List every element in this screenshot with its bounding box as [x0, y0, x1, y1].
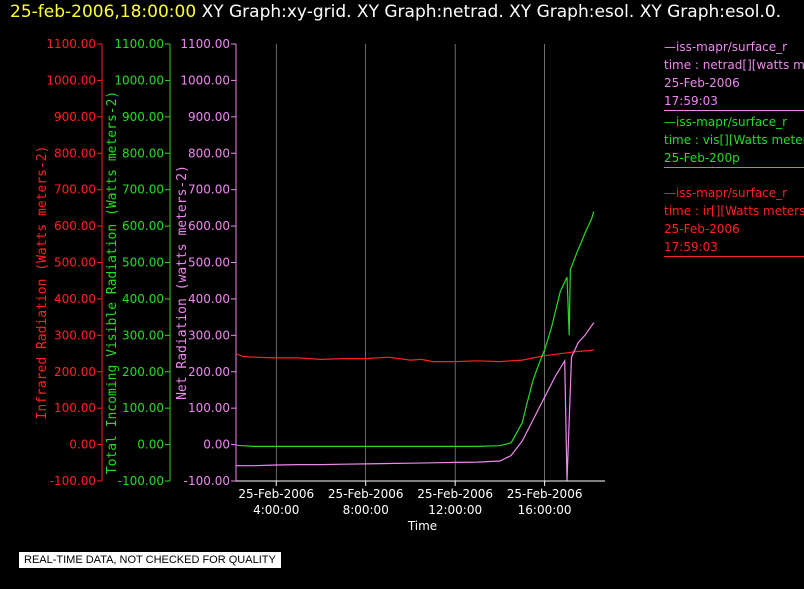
- x-tick-time: 8:00:00: [343, 503, 389, 517]
- legend-entry-vis: —iss-mapr/surface_r time : vis[][Watts m…: [664, 113, 804, 168]
- y-tick-label-vis: 0.00: [137, 438, 164, 452]
- legend-ir-time: 17:59:03: [664, 240, 718, 254]
- x-tick-date: 25-Feb-2006: [238, 487, 314, 501]
- y-tick-label-net: 800.00: [188, 146, 230, 160]
- y-tick-label-ir: 400.00: [54, 292, 96, 306]
- y-tick-label-net: 300.00: [188, 328, 230, 342]
- series-line-net: [236, 322, 595, 482]
- legend-vis-date: 25-Feb-200p: [664, 151, 740, 165]
- legend: —iss-mapr/surface_r time : netrad[][watt…: [664, 38, 804, 257]
- y-tick-label-vis: 900.00: [122, 110, 164, 124]
- timestamp: 25-feb-2006,18:00:00: [10, 2, 197, 22]
- y-axis-label-ir: Infrared Radiation (Watts meters-2): [35, 146, 50, 420]
- y-tick-label-vis: 200.00: [122, 365, 164, 379]
- legend-separator-net: [664, 110, 804, 111]
- x-tick-time: 12:00:00: [428, 503, 482, 517]
- legend-ir-date: 25-Feb-2006: [664, 222, 740, 236]
- y-tick-label-vis: 600.00: [122, 219, 164, 233]
- legend-separator-vis: [664, 167, 804, 168]
- legend-net-time: 17:59:03: [664, 94, 718, 108]
- y-tick-label-ir: 1000.00: [46, 73, 96, 87]
- y-tick-label-net: 200.00: [188, 365, 230, 379]
- legend-ir-variable: time : ir[][Watts meters: [664, 204, 804, 218]
- legend-separator-ir: [664, 256, 804, 257]
- y-axis-label-vis: Total Incoming Visible Radiation (Watts …: [105, 91, 120, 475]
- x-axis-label: Time: [407, 519, 437, 533]
- y-tick-label-net: 400.00: [188, 292, 230, 306]
- y-tick-label-vis: 800.00: [122, 146, 164, 160]
- legend-entry-ir: —iss-mapr/surface_r time : ir[][Watts me…: [664, 184, 804, 257]
- series-line-vis: [235, 211, 595, 447]
- graph-list: XY Graph:xy-grid. XY Graph:netrad. XY Gr…: [201, 2, 782, 22]
- y-tick-label-ir: 300.00: [54, 328, 96, 342]
- y-tick-label-net: 1100.00: [180, 37, 230, 51]
- y-tick-label-vis: 100.00: [122, 401, 164, 415]
- legend-entry-net: —iss-mapr/surface_r time : netrad[][watt…: [664, 38, 804, 111]
- y-tick-label-ir: 0.00: [69, 438, 96, 452]
- x-tick-time: 16:00:00: [518, 503, 572, 517]
- y-tick-label-net: 0.00: [203, 438, 230, 452]
- y-tick-label-ir: 700.00: [54, 183, 96, 197]
- y-tick-label-net: 100.00: [188, 401, 230, 415]
- series-line-ir: [235, 349, 594, 363]
- y-tick-label-vis: 700.00: [122, 183, 164, 197]
- y-tick-label-vis: 1000.00: [114, 73, 164, 87]
- y-tick-label-ir: 200.00: [54, 365, 96, 379]
- x-tick-date: 25-Feb-2006: [328, 487, 404, 501]
- y-axis-label-net: Net Radiation (watts meters-2): [175, 165, 190, 400]
- legend-vis-source: —iss-mapr/surface_r: [664, 115, 788, 129]
- y-tick-label-ir: 800.00: [54, 146, 96, 160]
- x-tick-date: 25-Feb-2006: [507, 487, 583, 501]
- y-tick-label-vis: 500.00: [122, 256, 164, 270]
- header-title: 25-feb-2006,18:00:00 XY Graph:xy-grid. X…: [10, 2, 781, 22]
- y-tick-label-ir: 500.00: [54, 256, 96, 270]
- y-tick-label-ir: -100.00: [50, 474, 96, 488]
- legend-vis-variable: time : vis[][Watts meter: [664, 133, 804, 147]
- quality-disclaimer: REAL-TIME DATA, NOT CHECKED FOR QUALITY: [18, 551, 282, 569]
- y-tick-label-ir: 100.00: [54, 401, 96, 415]
- y-tick-label-ir: 600.00: [54, 219, 96, 233]
- x-tick-date: 25-Feb-2006: [417, 487, 493, 501]
- y-tick-label-vis: 300.00: [122, 328, 164, 342]
- y-tick-label-net: -100.00: [184, 474, 230, 488]
- x-tick-time: 4:00:00: [253, 503, 299, 517]
- y-tick-label-net: 700.00: [188, 183, 230, 197]
- y-tick-label-ir: 1100.00: [46, 37, 96, 51]
- y-tick-label-net: 500.00: [188, 256, 230, 270]
- legend-ir-source: —iss-mapr/surface_r: [664, 186, 788, 200]
- y-tick-label-net: 600.00: [188, 219, 230, 233]
- legend-net-date: 25-Feb-2006: [664, 76, 740, 90]
- y-tick-label-ir: 900.00: [54, 110, 96, 124]
- y-tick-label-vis: 1100.00: [114, 37, 164, 51]
- y-tick-label-net: 1000.00: [180, 73, 230, 87]
- y-tick-label-vis: -100.00: [118, 474, 164, 488]
- y-tick-label-net: 900.00: [188, 110, 230, 124]
- legend-net-variable: time : netrad[][watts me: [664, 58, 804, 72]
- legend-net-source: —iss-mapr/surface_r: [664, 40, 788, 54]
- y-tick-label-vis: 400.00: [122, 292, 164, 306]
